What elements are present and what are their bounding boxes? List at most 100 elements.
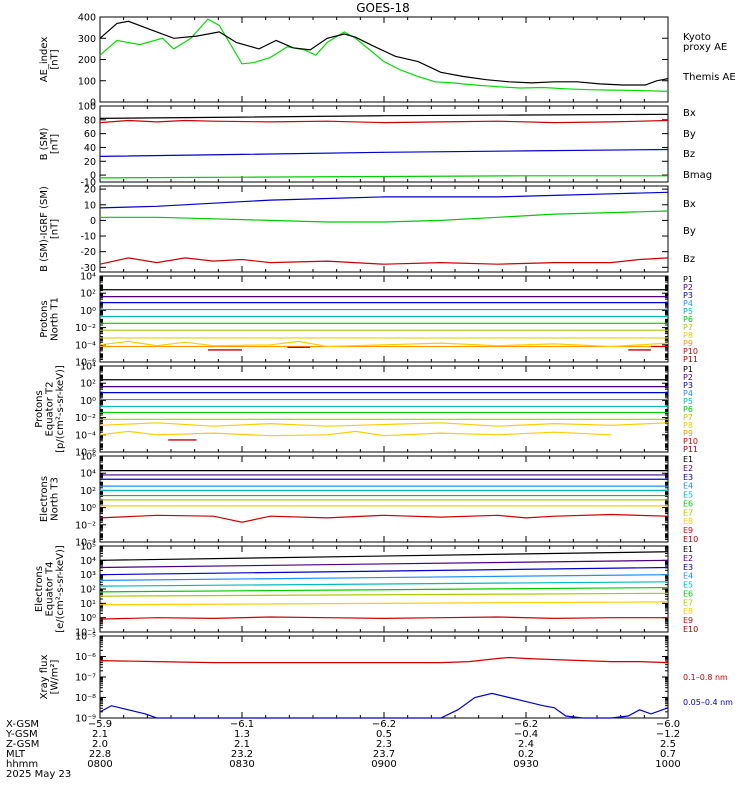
legend-entry: E8	[683, 607, 693, 616]
x-axis-value: 0.5	[376, 729, 392, 740]
panel-protT1: 10⁻⁶ 10⁻⁴ 10⁻² 10⁰ 10² 10⁴ Protons North T1 P1P2…	[39, 272, 698, 369]
y-tick-label: 10	[84, 200, 96, 211]
y-tick-label: 10⁻⁴	[75, 430, 96, 441]
legend-entry: Themis AE	[682, 72, 736, 83]
legend-entry: E10	[683, 535, 698, 544]
legend-entry: Bx	[683, 108, 696, 119]
legend-entry: P11	[683, 445, 698, 454]
legend-entry: E3	[683, 473, 693, 482]
y-tick-label: 10⁻²	[75, 323, 96, 334]
y-tick-label: 10⁶	[80, 452, 96, 463]
y-axis-label: Electrons	[39, 476, 50, 522]
channel-line	[99, 559, 669, 569]
chart-title: GOES-18	[356, 1, 410, 15]
y-axis-label: North T3	[50, 477, 61, 521]
legend-entry: E9	[683, 526, 693, 535]
y-tick-label: 10¹	[80, 599, 96, 610]
y-tick-label: 20	[84, 157, 96, 168]
x-axis-row-label: Z-GSM	[6, 739, 39, 750]
legend-entry: E8	[683, 517, 693, 526]
legend-entry: Kyoto	[683, 32, 711, 43]
y-tick-label: 10⁰	[80, 503, 96, 514]
x-axis-value: −6.2	[372, 719, 396, 730]
legend-entry: E1	[683, 455, 693, 464]
x-axis-value: 2.4	[518, 739, 534, 750]
y-tick-label: 10⁴	[80, 272, 96, 283]
legend-entry: P6	[683, 405, 693, 414]
legend-entry: P9	[683, 429, 693, 438]
y-axis-label: Xray flux	[39, 655, 50, 700]
y-tick-label: 10²	[80, 486, 96, 497]
legend-entry: P7	[683, 323, 693, 332]
y-tick-label: 0	[90, 171, 96, 182]
series-line	[99, 422, 669, 427]
series-line	[99, 430, 612, 437]
y-tick-label: 10⁴	[80, 469, 96, 480]
y-tick-label: 10⁴	[80, 362, 96, 373]
legend-entry: E10	[683, 625, 698, 634]
legend-entry: P1	[683, 365, 693, 374]
y-tick-label: 10⁰	[80, 613, 96, 624]
x-axis-row-label: X-GSM	[6, 719, 39, 730]
x-axis-value: −6.0	[656, 719, 680, 730]
x-axis-value: 22.8	[89, 749, 111, 760]
legend-entry: P10	[683, 437, 698, 446]
x-axis-row-label: MLT	[6, 749, 26, 760]
legend-entry: E2	[683, 554, 693, 563]
x-axis-value: 1000	[655, 759, 680, 770]
y-tick-label: 40	[84, 143, 96, 154]
series-line	[99, 18, 669, 92]
x-axis-row-label: hhmm	[6, 759, 38, 770]
channel-line	[99, 592, 669, 597]
y-tick-label: 60	[84, 129, 96, 140]
legend-entry: 0.1–0.8 nm	[683, 673, 728, 682]
legend-entry: By	[683, 129, 696, 140]
y-axis-label: [e/(cm²-s-sr-keV)]	[55, 545, 66, 633]
legend-entry: P9	[683, 339, 693, 348]
y-tick-label: -30	[80, 263, 96, 274]
x-axis-value: 0.2	[518, 749, 534, 760]
y-tick-label: 10²	[80, 585, 96, 596]
y-axis-label: Electrons	[34, 566, 45, 612]
legend-entry: E1	[683, 545, 693, 554]
legend-entry: E6	[683, 499, 693, 508]
y-tick-label: 10⁻⁹	[75, 714, 96, 725]
y-axis-label: [nT]	[50, 134, 61, 154]
y-tick-label: 10⁻⁶	[75, 448, 96, 459]
series-line	[99, 148, 669, 157]
legend-entry: E9	[683, 616, 693, 625]
y-tick-label: 10²	[80, 289, 96, 300]
panel-elecT4: 10⁻¹ 10⁰ 10¹ 10² 10³ 10⁴ 10⁵ Electrons Equator T…	[34, 542, 698, 639]
x-axis-value: 0900	[371, 759, 396, 770]
panel-frame	[99, 455, 669, 543]
series-line	[99, 616, 668, 620]
y-tick-label: 80	[84, 115, 96, 126]
series-line	[99, 656, 669, 664]
legend-entry: Bz	[683, 254, 695, 265]
x-axis-value: −6.2	[514, 719, 538, 730]
panel-protT2: 10⁻⁶ 10⁻⁴ 10⁻² 10⁰ 10² 10⁴ Protons Equator T2 [p…	[34, 362, 698, 459]
legend-entry: Bz	[683, 149, 695, 160]
y-tick-label: 10⁻⁴	[75, 538, 96, 549]
y-tick-label: 0	[90, 98, 96, 109]
y-tick-label: 200	[78, 55, 96, 66]
x-axis-row-label: 2025 May 23	[6, 769, 71, 780]
series-line	[99, 257, 669, 265]
y-tick-label: 10⁻⁸	[75, 693, 96, 704]
y-tick-label: 10⁵	[80, 542, 96, 553]
y-tick-label: -10	[80, 178, 96, 189]
x-axis-value: 0800	[87, 759, 112, 770]
channel-line	[99, 581, 669, 587]
channel-line	[99, 601, 669, 606]
legend-entry: E6	[683, 589, 693, 598]
y-tick-label: 10⁻⁵	[75, 632, 96, 643]
x-axis-value: −5.9	[88, 719, 112, 730]
y-tick-label: 10⁻¹	[75, 628, 96, 639]
x-axis-value: 2.1	[92, 729, 108, 740]
y-axis-label: [nT]	[50, 49, 61, 69]
panel-frame	[99, 275, 669, 363]
